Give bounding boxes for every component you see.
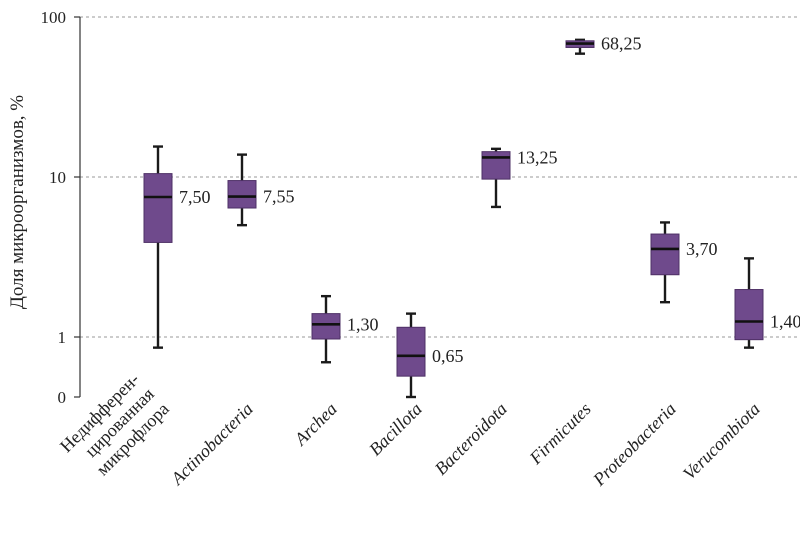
category-label-line: Actinobacteria (166, 399, 256, 489)
box-group: 3,70 (650, 221, 718, 304)
y-tick-label: 100 (41, 8, 67, 27)
category-label-line: Bacteroidota (431, 399, 511, 479)
grid-lines (80, 16, 800, 338)
median-value-label: 7,55 (263, 187, 295, 207)
box-iqr (481, 151, 511, 180)
median-value-label: 1,30 (347, 314, 379, 334)
box-group: 0,65 (396, 312, 464, 399)
category-label: Actinobacteria (166, 399, 256, 489)
median-value-label: 13,25 (517, 147, 558, 167)
median-value-label: 3,70 (686, 239, 718, 259)
box-group: 13,25 (481, 147, 558, 209)
y-tick-label: 1 (58, 328, 67, 347)
box-group: 1,30 (311, 294, 379, 364)
category-label: Firmicutes (525, 399, 595, 469)
box-group: 7,50 (143, 145, 211, 349)
box-group: 1,40 (734, 257, 800, 349)
category-label: Proteobacteria (588, 399, 679, 490)
y-tick-label: 10 (49, 168, 66, 187)
category-label: Archea (290, 399, 341, 450)
median-value-label: 0,65 (432, 346, 464, 366)
category-label-line: Verucombiota (679, 399, 764, 484)
y-ticks: 0 1 10 100 (41, 8, 80, 407)
category-label-line: Archea (290, 399, 341, 450)
box-iqr (311, 313, 341, 340)
median-value-label: 68,25 (601, 34, 642, 54)
category-label-line: Firmicutes (525, 399, 595, 469)
category-label: Bacteroidota (431, 399, 511, 479)
box-iqr (227, 180, 257, 209)
box-group: 7,55 (227, 153, 295, 227)
category-label-line: Proteobacteria (588, 399, 679, 490)
y-tick-label: 0 (58, 388, 67, 407)
category-label: Verucombiota (679, 399, 764, 484)
box-iqr (396, 326, 426, 377)
box-iqr (650, 233, 680, 276)
median-value-label: 7,50 (179, 187, 211, 207)
box-iqr (143, 173, 173, 243)
boxes: 7,50 7,55 1,30 0,65 13,25 68,25 3,70 1,40 (143, 34, 800, 399)
box-iqr (734, 289, 764, 341)
y-axis-title: Доля микроорганизмов, % (7, 95, 28, 309)
median-value-label: 1,40 (770, 311, 800, 331)
box-group: 68,25 (565, 34, 642, 55)
category-label: Bacillota (365, 399, 426, 460)
category-label-line: Bacillota (365, 399, 426, 460)
